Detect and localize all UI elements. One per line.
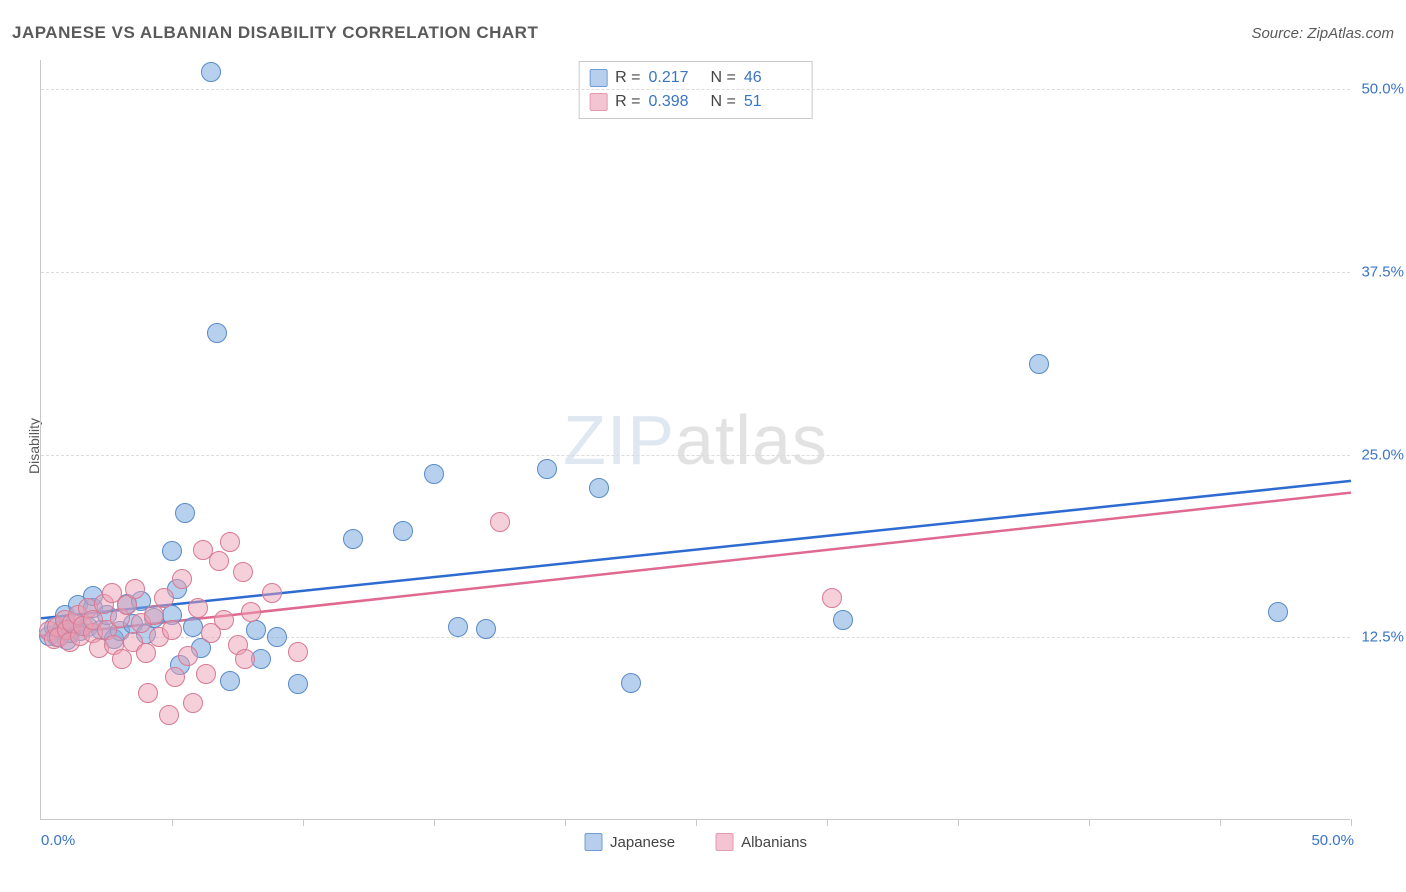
data-point [138,683,158,703]
data-point [162,541,182,561]
gridline-h [41,272,1350,273]
data-point [833,610,853,630]
data-point [233,562,253,582]
x-axis-max-label: 50.0% [1311,832,1354,849]
data-point [178,646,198,666]
gridline-h [41,89,1350,90]
data-point [162,620,182,640]
data-point [1029,354,1049,374]
legend-item: Albanians [715,833,807,851]
x-tick [1351,819,1352,826]
n-label: N = [711,93,736,111]
data-point [209,551,229,571]
data-point [537,459,557,479]
data-point [822,588,842,608]
data-point [476,619,496,639]
data-point [424,464,444,484]
legend-swatch [715,833,733,851]
x-tick [1220,819,1221,826]
data-point [183,617,203,637]
x-axis-min-label: 0.0% [41,832,75,849]
y-tick-label: 37.5% [1354,263,1404,280]
r-value: 0.398 [649,93,703,111]
x-tick [1089,819,1090,826]
data-point [159,705,179,725]
series-swatch [589,93,607,111]
source-attribution: Source: ZipAtlas.com [1251,25,1394,42]
x-tick [303,819,304,826]
data-point [246,620,266,640]
scatter-plot-area: ZIPatlas R =0.217N =46R =0.398N =51 0.0%… [40,60,1350,820]
stats-row: R = 0.217 N = 46 [589,66,798,90]
data-point [214,610,234,630]
x-tick [827,819,828,826]
data-point [220,671,240,691]
r-value: 0.217 [649,69,703,87]
x-tick [434,819,435,826]
data-point [112,649,132,669]
x-tick [172,819,173,826]
stats-row: R = 0.398 N = 51 [589,90,798,114]
data-point [262,583,282,603]
data-point [448,617,468,637]
legend-swatch [584,833,602,851]
n-value: 51 [744,93,798,111]
regression-line [41,481,1351,618]
data-point [201,62,221,82]
data-point [235,649,255,669]
data-point [154,588,174,608]
watermark-thin: atlas [675,401,828,479]
data-point [172,569,192,589]
y-tick-label: 25.0% [1354,446,1404,463]
data-point [196,664,216,684]
gridline-h [41,455,1350,456]
data-point [288,642,308,662]
series-legend: Japanese Albanians [584,833,807,851]
data-point [241,602,261,622]
data-point [288,674,308,694]
data-point [589,478,609,498]
data-point [188,598,208,618]
data-point [144,605,164,625]
x-tick [696,819,697,826]
chart-title: JAPANESE VS ALBANIAN DISABILITY CORRELAT… [12,23,538,43]
legend-item: Japanese [584,833,675,851]
r-label: R = [615,93,640,111]
y-tick-label: 12.5% [1354,629,1404,646]
n-label: N = [711,69,736,87]
regression-lines-svg [41,60,1350,819]
data-point [490,512,510,532]
legend-label: Japanese [610,834,675,851]
data-point [621,673,641,693]
watermark: ZIPatlas [563,400,828,480]
y-tick-label: 50.0% [1354,81,1404,98]
x-tick [565,819,566,826]
r-label: R = [615,69,640,87]
data-point [136,643,156,663]
data-point [220,532,240,552]
data-point [165,667,185,687]
data-point [343,529,363,549]
data-point [183,693,203,713]
data-point [393,521,413,541]
legend-label: Albanians [741,834,807,851]
n-value: 46 [744,69,798,87]
watermark-bold: ZIP [563,401,675,479]
data-point [175,503,195,523]
data-point [1268,602,1288,622]
data-point [207,323,227,343]
data-point [125,579,145,599]
data-point [267,627,287,647]
x-tick [958,819,959,826]
series-swatch [589,69,607,87]
